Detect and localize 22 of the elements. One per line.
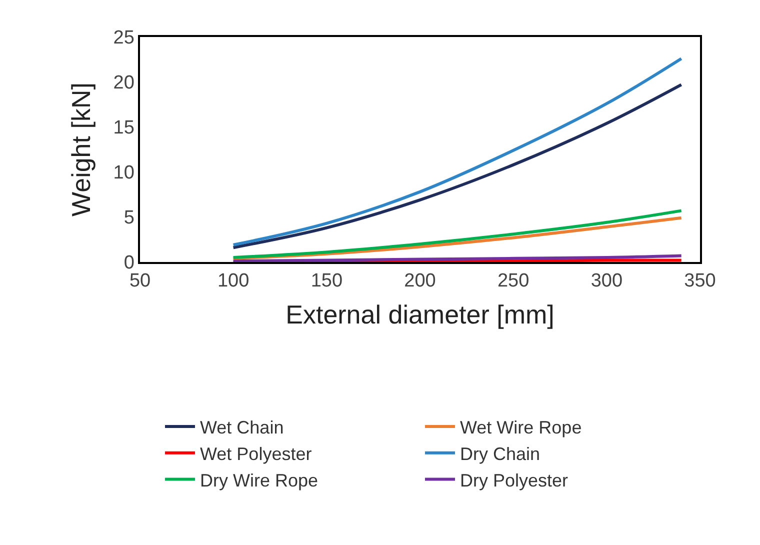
legend-label: Dry Chain (460, 444, 540, 464)
x-tick-label: 250 (497, 270, 530, 292)
legend-label: Wet Wire Rope (460, 417, 582, 438)
line-series (232, 209, 683, 259)
x-tick-label: 100 (217, 270, 250, 292)
y-tick-label: 5 (124, 208, 134, 229)
x-tick-label: 150 (310, 270, 343, 292)
y-tick-label: 10 (113, 162, 134, 184)
legend-label: Wet Polyester (200, 444, 312, 464)
y-axis-title: Weight [kN] (66, 82, 96, 216)
x-axis-title: External diameter [mm] (286, 300, 554, 330)
y-tick-label: 25 (113, 28, 134, 49)
legend-label: Wet Chain (200, 417, 284, 438)
legend-label: Dry Wire Rope (200, 470, 318, 490)
x-tick-label: 200 (404, 270, 436, 292)
legend-label: Dry Polyester (460, 470, 568, 490)
y-tick-label: 20 (113, 72, 134, 94)
line-series (232, 57, 683, 246)
y-tick-label: 15 (113, 118, 134, 139)
x-tick-label: 350 (684, 270, 716, 292)
x-tick-label: 300 (590, 270, 623, 292)
line-series (232, 83, 683, 250)
